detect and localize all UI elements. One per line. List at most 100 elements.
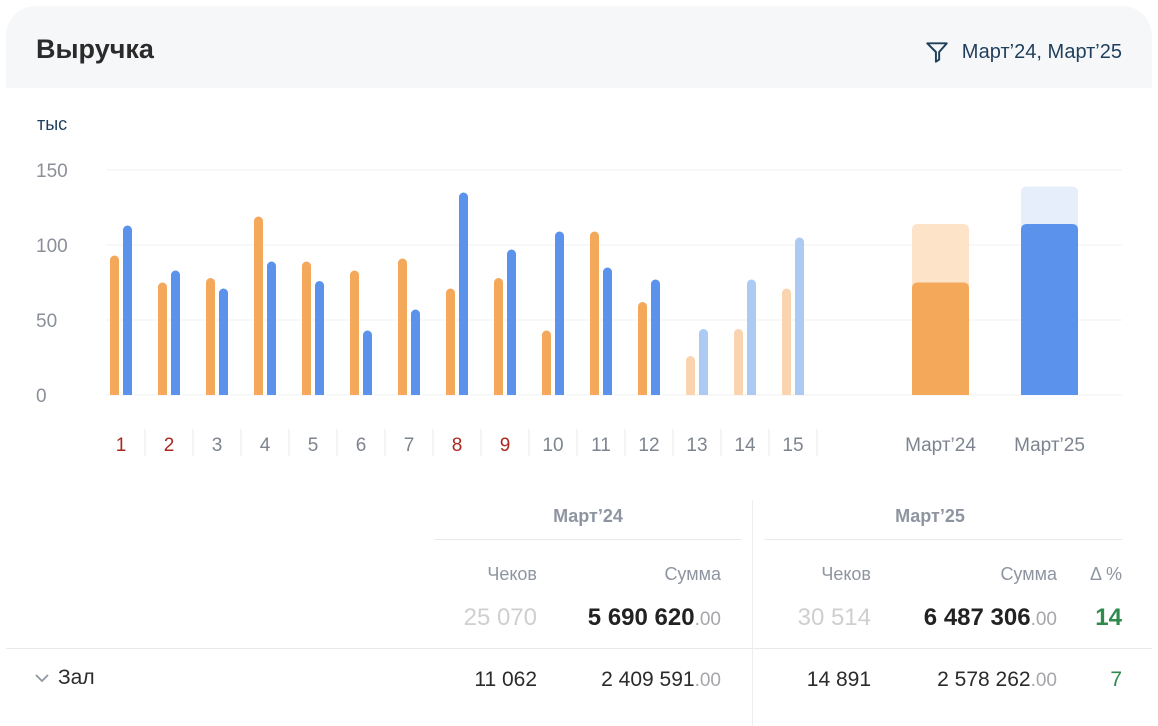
card-title: Выручка [36,34,154,64]
bar-2024-day-9 [494,278,503,395]
bar-base [350,390,359,395]
bar-2024-day-7 [398,258,407,395]
bar-2025-day-14 [747,279,756,395]
bar-base [590,390,599,395]
bar-base [699,390,708,395]
bar-base [638,390,647,395]
bar-base [206,390,215,395]
y-tick-label: 150 [36,161,68,182]
total-sum-1-dec: .00 [694,609,721,630]
bar-2025-day-12 [651,279,660,395]
row-delta: 7 [1110,668,1122,691]
bar-2025-day-15 [795,237,804,395]
row-sum-1-int: 2 409 591 [601,668,695,691]
col-checks-2: Чеков [821,564,871,584]
total-bar-actual-0 [912,282,969,395]
total-bar-actual-1 [1021,224,1078,395]
x-tick-label: 8 [452,435,463,456]
bar-base [651,390,660,395]
bar-2025-day-8 [459,192,468,395]
x-tick-label: 3 [212,435,223,456]
row-expand-toggle[interactable]: Зал [34,666,95,690]
bar-2024-day-1 [110,255,119,395]
total-sum-1-int: 5 690 620 [587,604,695,631]
total-sum-2-int: 6 487 306 [923,604,1031,631]
col-checks-1: Чеков [487,564,537,584]
bar-2024-day-12 [638,302,647,395]
col-sum-2: Сумма [1000,564,1057,584]
bar-base [795,390,804,395]
x-tick-label: 10 [542,435,563,456]
x-tick-label: 1 [116,435,127,456]
bar-base [555,390,564,395]
bar-2024-day-5 [302,261,311,395]
bar-2024-day-10 [542,330,551,395]
col-delta: Δ % [1089,564,1122,584]
x-tick-label: 15 [782,435,803,456]
total-sum-2-dec: .00 [1030,609,1057,630]
bar-base [542,390,551,395]
bar-base [158,390,167,395]
bar-base [110,390,119,395]
bar-base [494,390,503,395]
bar-2025-day-6 [363,330,372,395]
bar-2025-day-7 [411,309,420,395]
card-header: Выручка Март’24, Март’25 [6,6,1152,88]
bar-base [747,390,756,395]
revenue-card: Выручка Март’24, Март’25 тыс 0 50 100 150 1 2… [6,6,1152,726]
bar-base [411,390,420,395]
total-checks-1: 25 070 [463,604,537,631]
x-tick-label: 7 [404,435,415,456]
bar-2025-day-13 [699,329,708,395]
bar-2024-day-4 [254,216,263,395]
row-checks-2: 14 891 [806,668,871,691]
row-sum-1-dec: .00 [694,670,721,691]
bar-2024-day-13 [686,356,695,395]
x-tick-label: 2 [164,435,175,456]
bar-2025-day-1 [123,225,132,395]
bar-2024-day-11 [590,231,599,395]
column-divider [752,500,753,726]
bar-2024-day-15 [782,288,791,395]
bar-2024-day-8 [446,288,455,395]
filter-icon [926,42,948,63]
x-tick-label: 6 [356,435,367,456]
period-filter-button[interactable]: Март’24, Март’25 [924,39,1122,65]
x-tick-label: 5 [308,435,319,456]
bar-base [446,390,455,395]
total-delta: 14 [1095,604,1122,631]
bar-base [315,390,324,395]
divider [435,539,741,540]
bar-base [603,390,612,395]
row-sum-2: 2 578 262.00 [937,668,1057,692]
row-sum-2-int: 2 578 262 [937,668,1031,691]
bar-2025-day-9 [507,249,516,395]
bar-2025-day-2 [171,270,180,395]
y-tick-label: 0 [36,386,47,407]
total-x-label: Март’24 [905,435,976,456]
bar-2025-day-11 [603,267,612,395]
total-sum-1: 5 690 620.00 [588,604,721,632]
x-tick-label: 13 [686,435,707,456]
bar-2025-day-4 [267,261,276,395]
row-sum-1: 2 409 591.00 [601,668,721,692]
bar-base [686,390,695,395]
bar-base [123,390,132,395]
bar-2024-day-14 [734,329,743,395]
x-tick-label: 4 [260,435,271,456]
period-filter-label: Март’24, Март’25 [961,40,1122,63]
bar-base [459,390,468,395]
bar-base [363,390,372,395]
bar-base [398,390,407,395]
bar-base [267,390,276,395]
y-tick-label: 50 [36,311,57,332]
row-name: Зал [58,666,95,689]
bar-2024-day-2 [158,282,167,395]
bar-base [171,390,180,395]
period-header-1: Март’24 [553,506,623,526]
x-tick-label: 14 [734,435,756,456]
bar-base [782,390,791,395]
bar-2025-day-3 [219,288,228,395]
chevron-down-icon [35,674,49,683]
